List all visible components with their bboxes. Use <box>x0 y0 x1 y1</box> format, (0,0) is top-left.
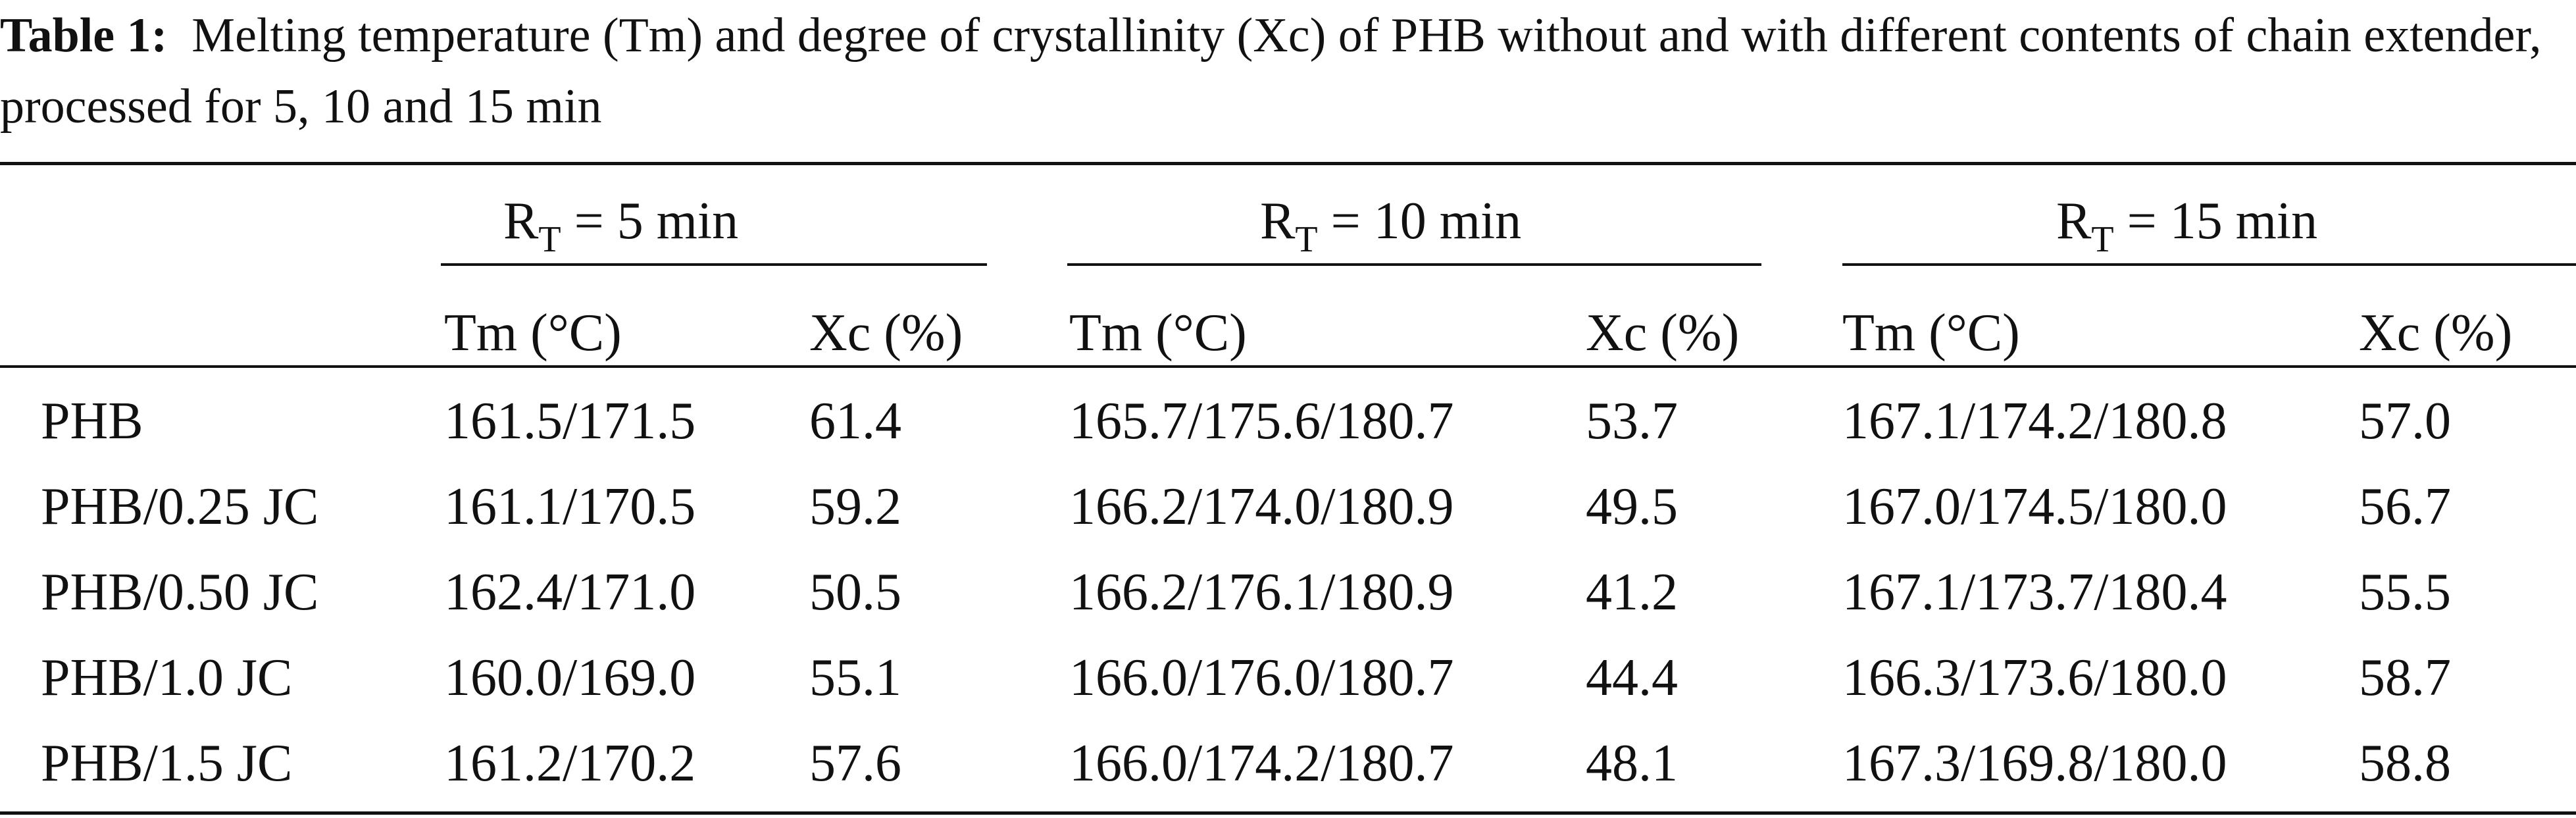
table-caption: Table 1: Melting temperature (Tm) and de… <box>0 0 2576 142</box>
table-row-sample: PHB/0.25 JC <box>41 478 319 536</box>
table-cell: 58.7 <box>2359 649 2451 707</box>
table-cell: 48.1 <box>1586 734 1678 792</box>
group-header-15-min: RT = 15 min <box>2056 192 2318 260</box>
table-cell: 50.5 <box>809 563 901 621</box>
table-cell: 59.2 <box>809 478 901 536</box>
table-cell: 161.2/170.2 <box>444 734 696 792</box>
table-cell: 166.2/176.1/180.9 <box>1069 563 1454 621</box>
table-cell: 49.5 <box>1586 478 1678 536</box>
table-cell: 167.1/173.7/180.4 <box>1842 563 2227 621</box>
table-cell: 165.7/175.6/180.7 <box>1069 392 1454 450</box>
table-cell: 160.0/169.0 <box>444 649 696 707</box>
header-bottom-rule <box>0 365 2576 368</box>
table-cell: 58.8 <box>2359 734 2451 792</box>
table-cell: 55.5 <box>2359 563 2451 621</box>
column-header-tm-5: Tm (°C) <box>444 304 622 362</box>
table-cell: 57.0 <box>2359 392 2451 450</box>
column-header-tm-15: Tm (°C) <box>1842 304 2020 362</box>
table-row-sample: PHB <box>41 392 143 450</box>
table-cell: 167.0/174.5/180.0 <box>1842 478 2227 536</box>
table-row-sample: PHB/0.50 JC <box>41 563 319 621</box>
table-cell: 167.3/169.8/180.0 <box>1842 734 2227 792</box>
group-header-10-min: RT = 10 min <box>1260 192 1522 260</box>
column-header-xc-10: Xc (%) <box>1586 304 1740 362</box>
table-cell: 166.3/173.6/180.0 <box>1842 649 2227 707</box>
table-row-sample: PHB/1.0 JC <box>41 649 293 707</box>
table-cell: 53.7 <box>1586 392 1678 450</box>
table-cell: 41.2 <box>1586 563 1678 621</box>
group-rule-10-min <box>1067 263 1761 266</box>
table-top-rule <box>0 162 2576 165</box>
table-bottom-rule <box>0 811 2576 815</box>
table-cell: 167.1/174.2/180.8 <box>1842 392 2227 450</box>
table-cell: 162.4/171.0 <box>444 563 696 621</box>
table-row-sample: PHB/1.5 JC <box>41 734 293 792</box>
column-header-xc-15: Xc (%) <box>2359 304 2513 362</box>
table-cell: 166.0/174.2/180.7 <box>1069 734 1454 792</box>
table-cell: 55.1 <box>809 649 901 707</box>
group-header-5-min: RT = 5 min <box>503 192 739 260</box>
table-cell: 161.5/171.5 <box>444 392 696 450</box>
group-rule-5-min <box>441 263 987 266</box>
group-rule-15-min <box>1842 263 2576 266</box>
table-cell: 57.6 <box>809 734 901 792</box>
table-cell: 61.4 <box>809 392 901 450</box>
column-header-tm-10: Tm (°C) <box>1069 304 1247 362</box>
caption-text: Melting temperature (Tm) and degree of c… <box>0 9 2542 134</box>
table-cell: 44.4 <box>1586 649 1678 707</box>
table-cell: 56.7 <box>2359 478 2451 536</box>
table-cell: 166.2/174.0/180.9 <box>1069 478 1454 536</box>
caption-label: Table 1: <box>0 9 168 63</box>
column-header-xc-5: Xc (%) <box>809 304 963 362</box>
table-cell: 161.1/170.5 <box>444 478 696 536</box>
table-cell: 166.0/176.0/180.7 <box>1069 649 1454 707</box>
